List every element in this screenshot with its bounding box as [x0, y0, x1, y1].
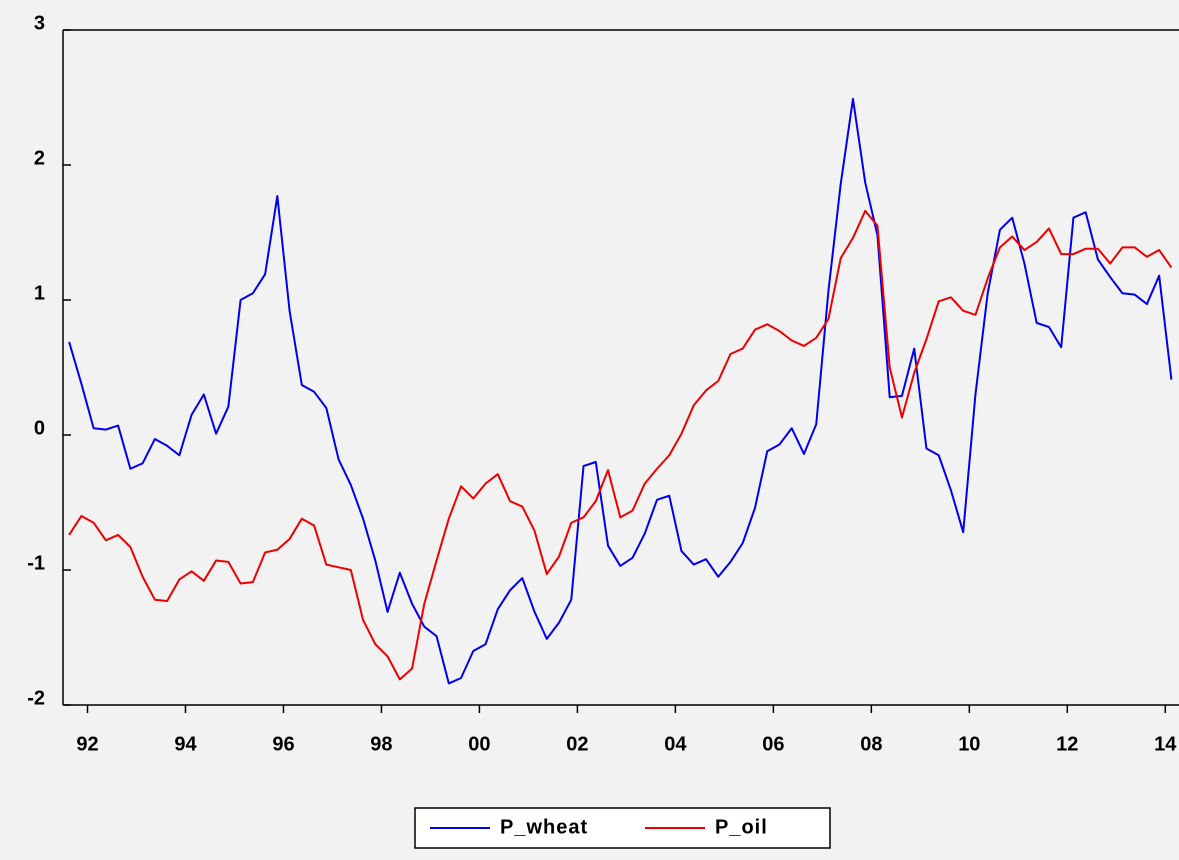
x-tick-label: 12: [1056, 733, 1078, 755]
legend-label: P_wheat: [500, 816, 588, 838]
data-line: [68, 97, 1173, 685]
x-tick-label: 06: [762, 733, 784, 755]
legend-label: P_oil: [715, 816, 768, 838]
y-tick-label: 3: [34, 12, 45, 34]
data-line: [68, 209, 1173, 681]
x-tick-label: 14: [1154, 733, 1177, 755]
y-tick-label: 2: [34, 147, 45, 169]
x-tick-label: 98: [370, 733, 392, 755]
x-tick-label: 94: [174, 733, 197, 755]
x-tick-label: 96: [272, 733, 294, 755]
y-tick-label: 0: [34, 417, 45, 439]
x-tick-label: 92: [76, 733, 98, 755]
y-tick-label: 1: [34, 282, 45, 304]
x-tick-label: 00: [468, 733, 490, 755]
y-tick-label: -2: [27, 687, 45, 709]
x-tick-label: 08: [860, 733, 882, 755]
x-tick-label: 02: [566, 733, 588, 755]
x-tick-label: 04: [664, 733, 687, 755]
y-tick-label: -1: [27, 552, 45, 574]
plot-area: [68, 97, 1173, 685]
x-tick-label: 10: [958, 733, 980, 755]
